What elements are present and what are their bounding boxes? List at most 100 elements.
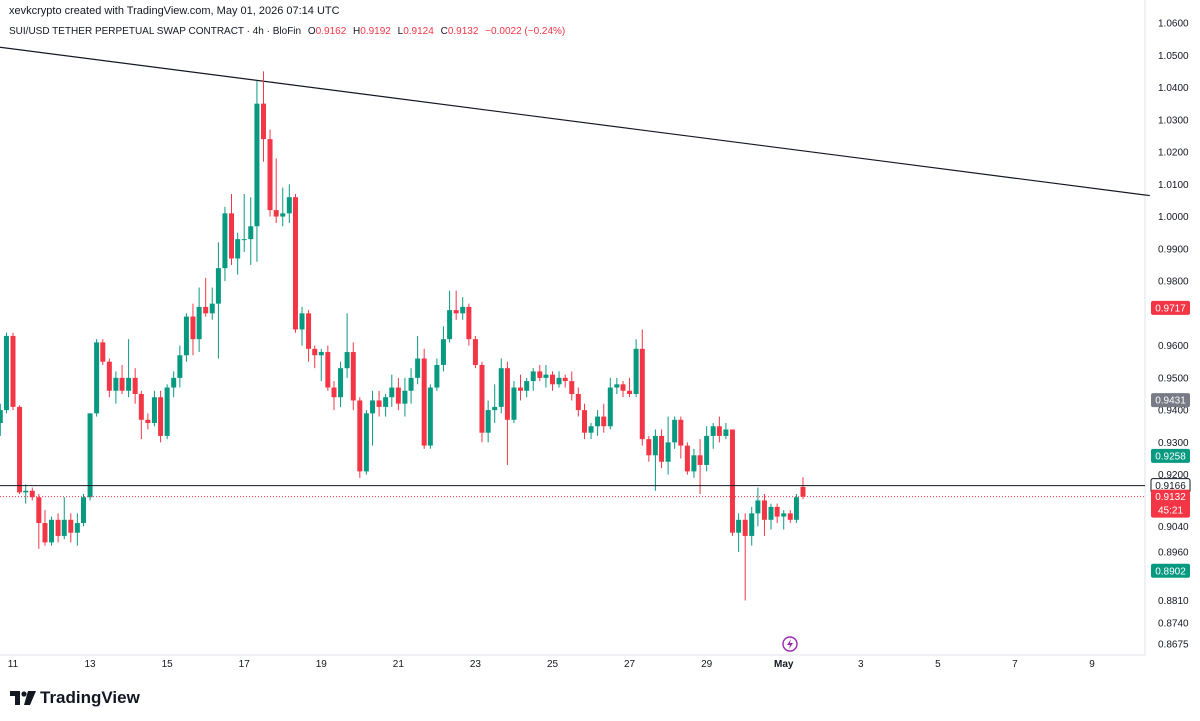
bullish-candle [370, 390, 376, 446]
candle-body [415, 358, 421, 378]
candle-body [518, 387, 524, 391]
time-tick-label: 25 [547, 659, 559, 670]
bearish-candle [466, 303, 472, 346]
bullish-candle [498, 358, 504, 414]
price-tick-label: 0.9400 [1158, 406, 1189, 417]
candle-body [177, 355, 183, 378]
bearish-candle [42, 510, 48, 546]
candle-body [800, 486, 806, 497]
candle-body [209, 303, 215, 314]
bearish-candle [627, 377, 633, 398]
high-label: H [353, 26, 361, 37]
candle-body [768, 506, 774, 520]
bearish-candle [620, 381, 626, 398]
bearish-candle [119, 364, 125, 394]
candle-body [151, 397, 157, 424]
price-tick-label: 1.0000 [1158, 212, 1189, 223]
bearish-candle [601, 403, 607, 433]
candle-body [260, 103, 266, 140]
price-axis[interactable]: 1.0600 1.0500 1.0400 1.0300 1.0200 1.0100 1.00… [1158, 19, 1189, 651]
time-tick-label: 13 [85, 659, 97, 670]
time-axis[interactable]: 11 13 15 17 19 21 23 25 27 29 May 3 5 7 9 [8, 659, 1095, 670]
bearish-candle [646, 435, 652, 462]
candle-body [530, 371, 536, 382]
candle-body [408, 377, 414, 391]
candle-body [0, 410, 3, 424]
candle-body [119, 377, 125, 391]
candle-body [3, 335, 9, 411]
candle-body [736, 519, 742, 533]
candle-body [113, 377, 119, 391]
candle-body [511, 387, 517, 420]
bullish-candle [235, 232, 241, 275]
candle-body [331, 387, 337, 398]
tradingview-logo-icon [10, 691, 36, 705]
candle-body [627, 390, 633, 394]
candle-body [581, 410, 587, 433]
candle-body [402, 390, 408, 404]
time-tick-label: 29 [701, 659, 713, 670]
bullish-candle [781, 510, 787, 530]
tradingview-brand: TradingView [10, 688, 140, 708]
candle-body [427, 387, 433, 446]
bullish-candle [383, 393, 389, 417]
candle-body [710, 426, 716, 436]
high-value: 0.9192 [360, 26, 391, 37]
bearish-candle [684, 442, 690, 475]
bullish-candle [286, 184, 292, 224]
candle-body [434, 364, 440, 388]
bearish-candle [260, 71, 266, 162]
price-tick-label: 0.9600 [1158, 341, 1189, 352]
candle-body [106, 361, 112, 391]
candle-body [697, 455, 703, 465]
candle-body [479, 364, 485, 433]
candle-body [440, 339, 446, 365]
trendline-layer[interactable] [0, 44, 1150, 197]
candle-body [562, 377, 568, 382]
bearish-candle [273, 158, 279, 224]
price-lines-layer [0, 485, 1145, 498]
candle-body [659, 435, 665, 462]
candle-body [383, 397, 389, 407]
bullish-candle [113, 371, 119, 404]
candle-body [601, 416, 607, 427]
bearish-candle [55, 513, 61, 543]
candle-body [132, 377, 138, 394]
bullish-candle [652, 429, 658, 491]
price-tick-label: 0.9200 [1158, 470, 1189, 481]
symbol-name: SUI/USD TETHER PERPETUAL SWAP CONTRACT ·… [9, 26, 302, 37]
candle-body [312, 348, 318, 356]
bullish-candle [74, 513, 80, 546]
candle-body [158, 397, 164, 436]
candle-body [318, 352, 324, 356]
bullish-candle [389, 374, 395, 407]
bearish-candle [659, 429, 665, 469]
price-badge-label: 0.9431 [1155, 396, 1186, 407]
candle-body [267, 139, 273, 211]
price-badge-label: 0.9258 [1155, 451, 1186, 462]
candle-body [42, 523, 48, 543]
bearish-candle [787, 510, 793, 524]
bearish-candle [562, 374, 568, 388]
price-tick-label: 0.9300 [1158, 438, 1189, 449]
bearish-candle [138, 390, 144, 440]
candle-body [421, 358, 427, 446]
price-badge-box [1151, 489, 1190, 518]
candle-body [575, 393, 581, 411]
bullish-candle [543, 364, 549, 388]
candle-body [543, 374, 549, 378]
bearish-candle [106, 358, 112, 398]
candle-body [338, 368, 344, 398]
bearish-candle [716, 416, 722, 443]
bullish-candle [241, 193, 247, 253]
candle-body [370, 400, 376, 414]
descending-trendline[interactable] [0, 44, 1150, 197]
candle-body [126, 377, 132, 391]
candle-body [556, 377, 562, 385]
candle-body [183, 316, 189, 356]
bearish-candle [29, 487, 35, 501]
bearish-candle [190, 303, 196, 356]
bullish-candle [485, 400, 491, 443]
